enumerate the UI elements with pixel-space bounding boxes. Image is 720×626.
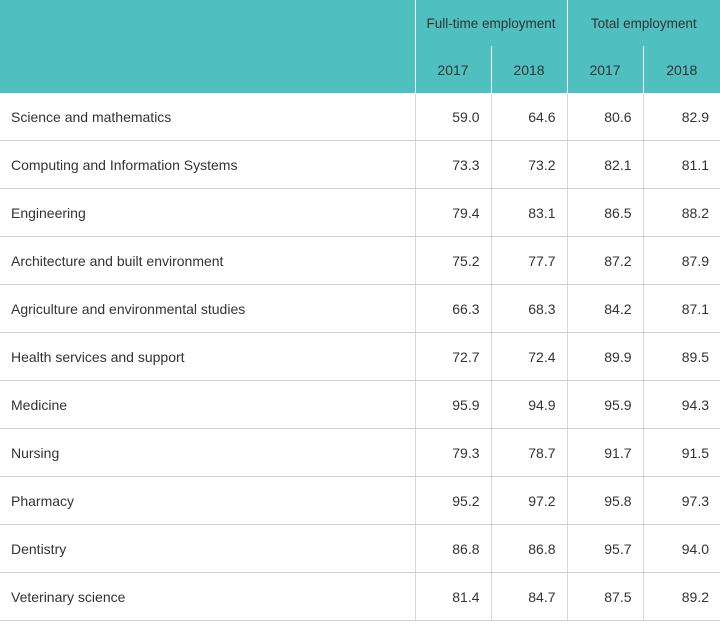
cell-total-2017: 91.7 bbox=[566, 428, 644, 477]
header-group-fulltime: Full-time employment bbox=[414, 0, 568, 46]
table-header: Full-time employment Total employment 20… bbox=[0, 0, 720, 93]
cell-total-2018: 91.5 bbox=[642, 428, 720, 477]
cell-total-2017: 80.6 bbox=[566, 93, 644, 141]
table-body: Science and mathematics 59.0 64.6 80.6 82.9 C… bbox=[0, 93, 720, 621]
cell-total-2018: 88.2 bbox=[642, 188, 720, 237]
cell-fulltime-2018: 78.7 bbox=[490, 428, 568, 477]
cell-total-2018: 89.2 bbox=[642, 572, 720, 621]
cell-total-2018: 94.3 bbox=[642, 380, 720, 429]
cell-fulltime-2017: 72.7 bbox=[414, 332, 491, 381]
row-label: Dentistry bbox=[0, 524, 415, 573]
cell-fulltime-2017: 59.0 bbox=[414, 93, 491, 141]
cell-total-2017: 95.8 bbox=[566, 476, 644, 525]
header-blank-cell bbox=[0, 46, 415, 93]
cell-fulltime-2017: 73.3 bbox=[414, 140, 491, 189]
table-row: Pharmacy 95.2 97.2 95.8 97.3 bbox=[0, 476, 720, 525]
cell-fulltime-2018: 84.7 bbox=[490, 572, 568, 621]
row-label: Architecture and built environment bbox=[0, 236, 415, 285]
cell-total-2018: 87.9 bbox=[642, 236, 720, 285]
row-label: Computing and Information Systems bbox=[0, 140, 415, 189]
cell-total-2017: 82.1 bbox=[566, 140, 644, 189]
header-year-fulltime-2017: 2017 bbox=[414, 46, 491, 93]
table-row: Computing and Information Systems 73.3 73.… bbox=[0, 140, 720, 189]
table-row: Science and mathematics 59.0 64.6 80.6 82.9 bbox=[0, 93, 720, 141]
cell-total-2017: 86.5 bbox=[566, 188, 644, 237]
cell-fulltime-2018: 83.1 bbox=[490, 188, 568, 237]
header-year-total-2017: 2017 bbox=[566, 46, 644, 93]
row-label: Veterinary science bbox=[0, 572, 415, 621]
table-row: Engineering 79.4 83.1 86.5 88.2 bbox=[0, 188, 720, 237]
row-label: Agriculture and environmental studies bbox=[0, 284, 415, 333]
cell-fulltime-2017: 79.4 bbox=[414, 188, 491, 237]
cell-fulltime-2017: 86.8 bbox=[414, 524, 491, 573]
table-row: Nursing 79.3 78.7 91.7 91.5 bbox=[0, 428, 720, 477]
cell-total-2018: 89.5 bbox=[642, 332, 720, 381]
cell-fulltime-2017: 95.9 bbox=[414, 380, 491, 429]
table-row: Veterinary science 81.4 84.7 87.5 89.2 bbox=[0, 572, 720, 621]
cell-total-2018: 94.0 bbox=[642, 524, 720, 573]
table-row: Health services and support 72.7 72.4 89.9 8… bbox=[0, 332, 720, 381]
cell-fulltime-2018: 86.8 bbox=[490, 524, 568, 573]
cell-total-2018: 97.3 bbox=[642, 476, 720, 525]
cell-fulltime-2018: 68.3 bbox=[490, 284, 568, 333]
cell-fulltime-2018: 97.2 bbox=[490, 476, 568, 525]
table-row: Architecture and built environment 75.2 77… bbox=[0, 236, 720, 285]
cell-fulltime-2018: 77.7 bbox=[490, 236, 568, 285]
cell-total-2017: 95.9 bbox=[566, 380, 644, 429]
cell-total-2017: 84.2 bbox=[566, 284, 644, 333]
cell-fulltime-2017: 81.4 bbox=[414, 572, 491, 621]
cell-fulltime-2017: 79.3 bbox=[414, 428, 491, 477]
table-row: Agriculture and environmental studies 66.… bbox=[0, 284, 720, 333]
table-row: Medicine 95.9 94.9 95.9 94.3 bbox=[0, 380, 720, 429]
row-label: Pharmacy bbox=[0, 476, 415, 525]
header-year-fulltime-2018: 2018 bbox=[490, 46, 568, 93]
cell-total-2017: 87.5 bbox=[566, 572, 644, 621]
row-label: Science and mathematics bbox=[0, 93, 415, 141]
row-label: Medicine bbox=[0, 380, 415, 429]
cell-total-2017: 95.7 bbox=[566, 524, 644, 573]
row-label: Nursing bbox=[0, 428, 415, 477]
header-year-total-2018: 2018 bbox=[642, 46, 720, 93]
cell-fulltime-2018: 72.4 bbox=[490, 332, 568, 381]
header-group-row: Full-time employment Total employment bbox=[0, 0, 720, 46]
cell-fulltime-2017: 95.2 bbox=[414, 476, 491, 525]
table-row: Dentistry 86.8 86.8 95.7 94.0 bbox=[0, 524, 720, 573]
cell-fulltime-2017: 75.2 bbox=[414, 236, 491, 285]
header-year-row: 2017 2018 2017 2018 bbox=[0, 46, 720, 93]
cell-fulltime-2017: 66.3 bbox=[414, 284, 491, 333]
cell-fulltime-2018: 94.9 bbox=[490, 380, 568, 429]
cell-total-2017: 87.2 bbox=[566, 236, 644, 285]
cell-total-2018: 82.9 bbox=[642, 93, 720, 141]
cell-total-2018: 81.1 bbox=[642, 140, 720, 189]
row-label: Engineering bbox=[0, 188, 415, 237]
header-blank-cell bbox=[0, 0, 415, 46]
cell-fulltime-2018: 73.2 bbox=[490, 140, 568, 189]
row-label: Health services and support bbox=[0, 332, 415, 381]
cell-fulltime-2018: 64.6 bbox=[490, 93, 568, 141]
cell-total-2018: 87.1 bbox=[642, 284, 720, 333]
cell-total-2017: 89.9 bbox=[566, 332, 644, 381]
header-group-total: Total employment bbox=[566, 0, 720, 46]
